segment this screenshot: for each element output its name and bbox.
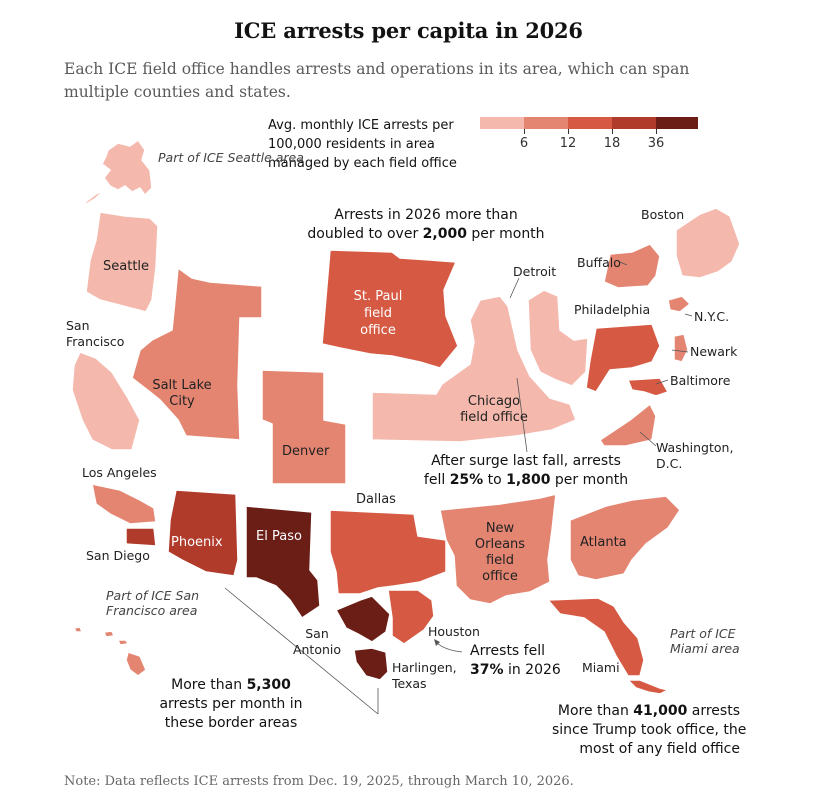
region-harlingen — [353, 647, 389, 681]
legend-label-36: 36 — [647, 136, 665, 151]
region-seattle — [85, 211, 159, 313]
sf-inset-label: Part of ICE San Francisco area — [106, 588, 200, 618]
legend-swatch-3 — [568, 117, 612, 129]
label-st-paul: St. Paul field office — [353, 289, 403, 338]
label-chicago: Chicago field office — [460, 394, 528, 425]
label-detroit: Detroit — [513, 264, 557, 279]
region-alaska — [79, 139, 153, 207]
legend-swatch-4 — [612, 117, 656, 129]
legend-tick — [656, 129, 657, 134]
label-phoenix: Phoenix — [171, 535, 223, 550]
label-nyc: N.Y.C. — [694, 309, 730, 324]
region-houston — [387, 589, 435, 645]
region-san-francisco — [71, 351, 141, 451]
region-nyc — [667, 295, 691, 313]
chart-title: ICE arrests per capita in 2026 — [234, 18, 583, 43]
label-atlanta: Atlanta — [580, 535, 627, 550]
annotation-border: More than 5,300 arrests per month in the… — [159, 677, 303, 731]
region-san-antonio — [335, 595, 391, 643]
legend-swatch-2 — [524, 117, 568, 129]
buffalo-leader — [619, 261, 628, 266]
region-dallas — [329, 509, 447, 595]
label-los-angeles: Los Angeles — [82, 465, 157, 480]
label-dallas: Dallas — [356, 492, 396, 507]
label-miami: Miami — [582, 660, 620, 675]
region-san-diego — [125, 527, 157, 547]
label-san-diego: San Diego — [86, 548, 150, 563]
region-boston — [675, 207, 741, 279]
label-boston: Boston — [641, 207, 685, 222]
annotation-st-paul: Arrests in 2026 more than doubled to ove… — [307, 207, 545, 242]
label-el-paso: El Paso — [256, 529, 302, 544]
label-harlingen: Harlingen, Texas — [392, 660, 457, 691]
annotation-houston: Arrests fell 37% in 2026 — [470, 643, 561, 678]
region-philadelphia — [585, 323, 661, 393]
region-denver — [261, 369, 347, 485]
legend-tick — [568, 129, 569, 134]
region-buffalo — [603, 243, 661, 289]
footnote: Note: Data reflects ICE arrests from Dec… — [64, 774, 574, 789]
nyc-leader — [684, 313, 693, 317]
label-san-antonio: San Antonio — [292, 626, 342, 657]
region-washington — [599, 403, 657, 447]
legend-swatch-5 — [656, 117, 698, 129]
region-phoenix — [167, 489, 239, 577]
region-st-paul — [321, 249, 459, 369]
annotation-chicago: After surge last fall, arrests fell 25% … — [423, 453, 629, 488]
border-bracket-left — [224, 587, 379, 715]
annotation-miami: More than 41,000 arrests since Trump too… — [552, 703, 747, 757]
legend-swatch-1 — [480, 117, 524, 129]
label-new-orleans: New Orleans field office — [474, 521, 526, 584]
label-denver: Denver — [282, 444, 330, 459]
region-newark — [673, 333, 689, 363]
legend-tick — [612, 129, 613, 134]
label-newark: Newark — [690, 344, 738, 359]
legend-title: Avg. monthly ICE arrests per 100,000 res… — [268, 118, 457, 171]
legend-label-6: 6 — [519, 136, 529, 151]
region-baltimore — [627, 377, 669, 397]
chicago-leader — [516, 377, 528, 453]
label-washington: Washington, D.C. — [656, 440, 734, 471]
seattle-inset-label: Part of ICE Seattle area — [158, 150, 304, 165]
miami-inset-label: Part of ICE Miami area — [670, 626, 740, 656]
region-miami — [547, 597, 645, 677]
newark-leader — [671, 349, 689, 353]
region-los-angeles — [91, 483, 157, 525]
detroit-leader — [509, 277, 520, 299]
label-san-francisco: San Francisco — [66, 318, 125, 349]
legend-label-12: 12 — [559, 136, 577, 151]
houston-arrow — [435, 641, 463, 653]
label-seattle: Seattle — [103, 259, 150, 274]
region-el-paso — [245, 505, 321, 619]
region-detroit — [527, 289, 589, 387]
label-philadelphia: Philadelphia — [574, 302, 651, 317]
legend-label-18: 18 — [603, 136, 621, 151]
region-atlanta — [569, 495, 681, 581]
color-legend: 6 12 18 36 — [480, 117, 700, 157]
label-baltimore: Baltimore — [670, 373, 731, 388]
region-miami-inset — [627, 679, 669, 695]
baltimore-leader — [655, 379, 669, 385]
chart-subtitle: Each ICE field office handles arrests an… — [64, 60, 690, 101]
region-salt-lake — [131, 267, 263, 441]
label-salt-lake-city: Salt Lake City — [152, 378, 212, 409]
region-hawaii — [73, 626, 147, 677]
label-buffalo: Buffalo — [577, 255, 621, 270]
label-houston: Houston — [428, 624, 480, 639]
legend-tick — [524, 129, 525, 134]
washington-leader — [639, 431, 657, 447]
region-new-orleans — [439, 493, 557, 605]
region-chicago — [371, 295, 577, 443]
